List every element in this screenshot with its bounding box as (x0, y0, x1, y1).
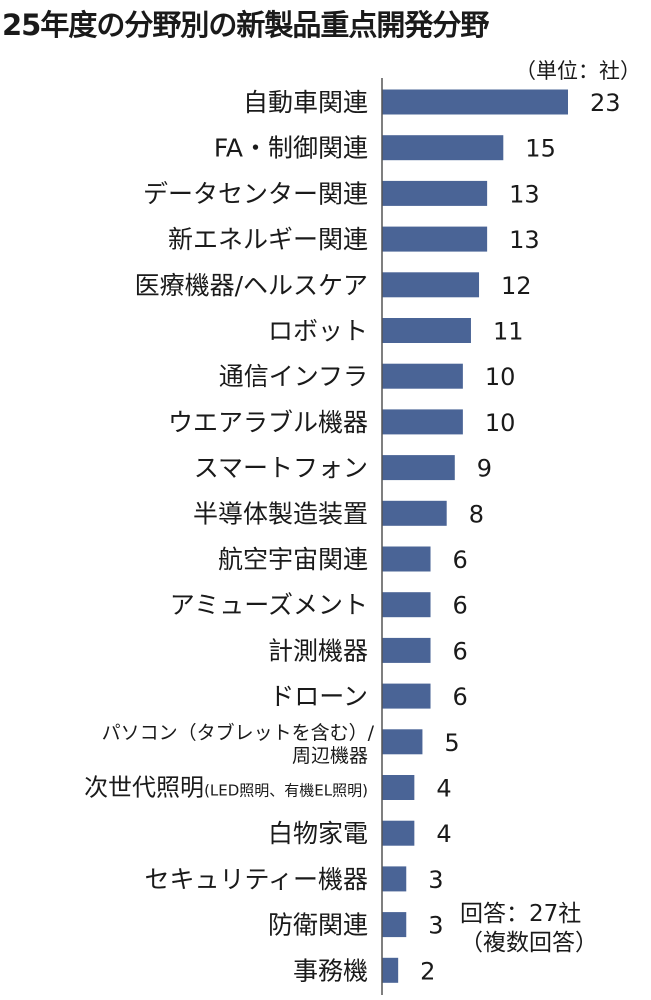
category-label-9: スマートフォン (194, 454, 368, 483)
bars-layer (382, 89, 568, 983)
category-labels-layer: 自動車関連 FA・制御関連データセンター関連新エネルギー関連医療機器/ヘルスケアロ… (84, 88, 375, 985)
category-label-10: 半導体製造装置 (193, 499, 368, 528)
category-sublabel-15: 周辺機器 (292, 745, 368, 767)
bar-9 (382, 455, 455, 481)
bar-8 (382, 409, 463, 435)
bar-14 (382, 683, 431, 709)
bar-1 (382, 89, 568, 115)
bar-10 (382, 500, 447, 526)
category-label-6: ロボット (268, 317, 368, 346)
category-label-20: 事務機 (293, 956, 368, 985)
value-label-3: 13 (509, 180, 540, 208)
category-label-2: FA・制御関連 (214, 134, 368, 163)
value-label-12: 6 (453, 592, 468, 620)
value-label-11: 6 (453, 546, 468, 574)
value-label-13: 6 (453, 637, 468, 665)
value-label-18: 3 (428, 866, 443, 894)
bar-17 (382, 820, 415, 846)
bar-5 (382, 272, 480, 298)
value-label-20: 2 (420, 957, 435, 985)
bar-6 (382, 318, 471, 343)
category-label-8: ウエアラブル機器 (168, 408, 368, 437)
value-label-6: 11 (493, 318, 524, 346)
category-label-7: 通信インフラ (219, 362, 368, 391)
category-label-14: ドローン (269, 682, 368, 711)
category-label-12: アミューズメント (170, 591, 368, 620)
bar-20 (382, 957, 399, 983)
category-label-main-16: 次世代照明 (84, 774, 204, 802)
category-label-13: 計測機器 (268, 636, 368, 665)
category-label-17: 白物家電 (268, 819, 368, 848)
category-label-1: 自動車関連 (243, 88, 368, 117)
bar-2 (382, 135, 504, 161)
bar-18 (382, 866, 407, 892)
bar-13 (382, 637, 431, 663)
bar-16 (382, 775, 415, 800)
category-label-note-16: (LED照明、有機EL照明) (204, 782, 368, 800)
category-label-11: 航空宇宙関連 (218, 545, 368, 574)
value-label-14: 6 (453, 683, 468, 711)
category-label-15: パソコン（タブレットを含む）/ (102, 721, 375, 744)
value-label-8: 10 (485, 409, 516, 437)
value-label-17: 4 (436, 820, 451, 848)
bar-12 (382, 592, 431, 618)
bar-19 (382, 912, 407, 938)
value-label-19: 3 (428, 912, 443, 940)
value-label-9: 9 (477, 455, 492, 483)
footnote-multiple-answers: （複数回答） (460, 930, 598, 956)
footnote-respondents: 回答：27社 (460, 901, 582, 927)
unit-note: （単位：社） (515, 59, 641, 83)
bar-11 (382, 546, 431, 572)
value-label-5: 12 (501, 272, 532, 300)
value-label-4: 13 (509, 226, 540, 254)
value-label-7: 10 (485, 363, 516, 391)
footnote: 回答：27社 （複数回答） (460, 900, 598, 958)
category-label-4: 新エネルギー関連 (168, 225, 368, 254)
chart-title: 25年度の分野別の新製品重点開発分野 (2, 8, 489, 42)
value-label-2: 15 (525, 135, 556, 163)
value-label-10: 8 (469, 500, 484, 528)
category-label-18: セキュリティー機器 (144, 865, 368, 894)
value-label-15: 5 (444, 729, 459, 757)
category-label-5: 医療機器/ヘルスケア (135, 271, 368, 300)
value-label-16: 4 (436, 775, 451, 803)
category-label-3: データセンター関連 (143, 179, 368, 208)
value-label-1: 23 (590, 89, 621, 117)
category-label-19: 防衛関連 (268, 911, 368, 940)
category-label-16: 次世代照明(LED照明、有機EL照明) (84, 774, 368, 802)
bar-7 (382, 363, 463, 389)
bar-15 (382, 729, 423, 755)
bar-4 (382, 226, 488, 252)
bar-3 (382, 180, 488, 206)
